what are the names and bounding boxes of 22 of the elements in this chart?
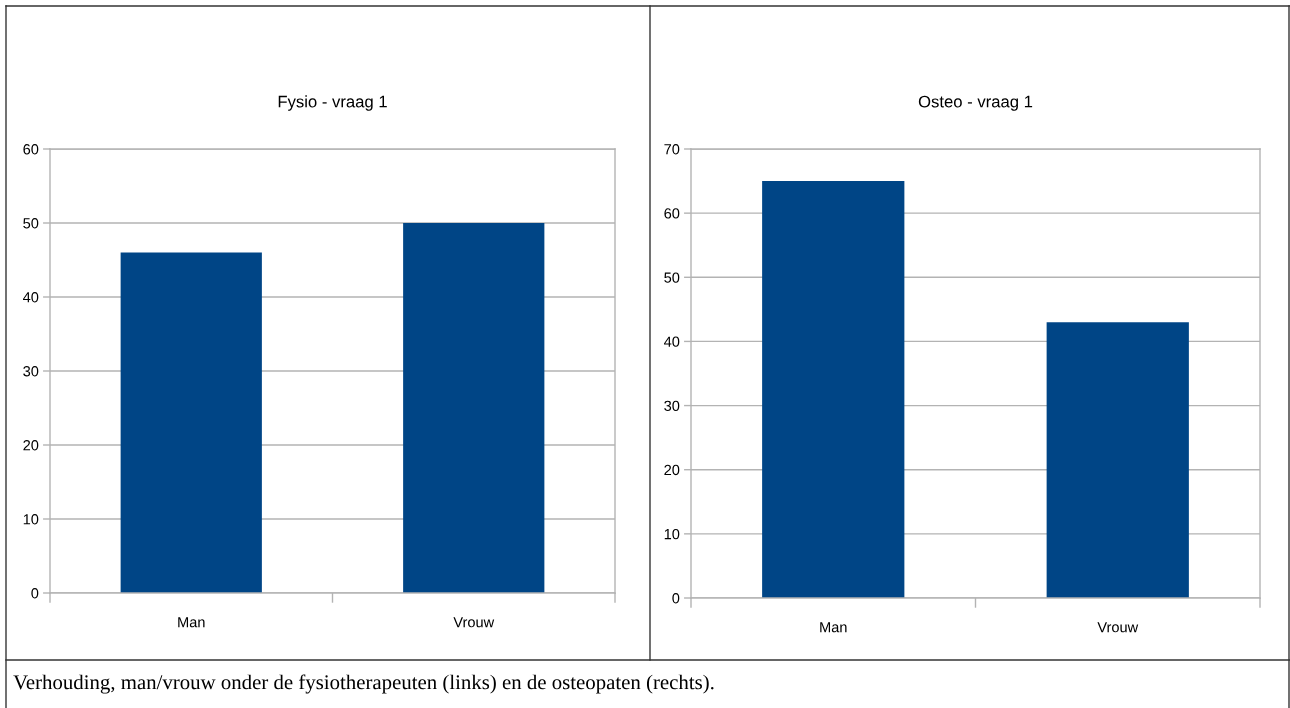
y-tick-label: 50 <box>664 272 680 283</box>
y-tick-label: 60 <box>23 144 39 155</box>
y-tick-label: 60 <box>664 208 680 219</box>
y-tick-label: 40 <box>23 292 39 303</box>
y-tick-label: 10 <box>664 528 680 540</box>
y-tick-label: 20 <box>23 440 39 451</box>
y-tick-label: 10 <box>23 514 39 525</box>
x-tick-label: Man <box>820 622 847 633</box>
y-tick-label: 0 <box>31 588 39 599</box>
y-tick-label: 0 <box>672 593 680 604</box>
x-tick-label: Vrouw <box>1097 622 1139 633</box>
y-tick-label: 70 <box>664 144 680 155</box>
x-tick-label: Vrouw <box>453 617 495 628</box>
y-tick-label: 30 <box>23 366 39 377</box>
text: Verhouding, man/vrouw onder de fysiotherapeuten (links) en de osteopaten (rechts). <box>13 674 714 694</box>
chart-title: Fysio - vraag 1 <box>278 95 387 111</box>
y-tick-label: 30 <box>664 400 680 411</box>
y-tick-label: 20 <box>664 464 680 476</box>
y-tick-label: 50 <box>23 218 39 229</box>
y-tick-label: 40 <box>664 336 680 347</box>
chart-title: Osteo - vraag 1 <box>918 95 1033 111</box>
x-tick-label: Man <box>178 617 205 628</box>
